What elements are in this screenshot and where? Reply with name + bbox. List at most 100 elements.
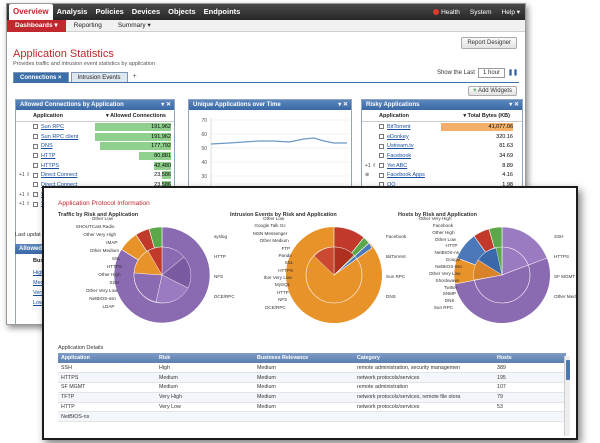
table-row[interactable]: Direct Connect 23,586	[16, 180, 174, 190]
row-checkbox[interactable]	[379, 143, 384, 149]
th-category[interactable]: Category	[354, 353, 494, 363]
table-row[interactable]: HTTPS 42,480	[16, 161, 174, 171]
row-action[interactable]: +1 ⇧	[19, 191, 31, 198]
report-designer-button[interactable]: Report Designer	[461, 37, 517, 49]
table-row[interactable]: SSH High Medium remote administration, secu…	[58, 363, 566, 374]
table-row[interactable]: +1 ⇧ Yet ABC 8.89	[362, 161, 522, 171]
table-row[interactable]: Ustream.tv 81.63	[362, 141, 522, 151]
table-row[interactable]: HTTPS Medium Medium network protocols/servi…	[58, 372, 566, 384]
table-row[interactable]: HTTP Very Low Medium network protocols/serv…	[58, 402, 566, 413]
pie-title-intrusion: Intrusion Events by Risk and Application	[230, 212, 337, 218]
time-range-select[interactable]: 1 hour	[477, 68, 505, 78]
row-checkbox[interactable]	[33, 201, 38, 207]
table-row[interactable]: NetBIOS-ns	[58, 411, 566, 423]
nav-help[interactable]: Help ▾	[501, 9, 520, 16]
table-row[interactable]: TFTP Very High Medium network protocols/ser…	[58, 392, 566, 403]
row-action[interactable]: ⊕	[365, 172, 370, 179]
app-link[interactable]: QQ	[387, 181, 396, 188]
widget-controls-icon[interactable]: ▾ ✕	[161, 102, 171, 108]
app-link[interactable]: Direct Connect	[41, 172, 78, 179]
app-link[interactable]: Ustream.tv	[387, 143, 414, 150]
subnav-reporting[interactable]: Reporting	[73, 21, 102, 29]
tab-intrusion-events[interactable]: Intrusion Events	[70, 72, 128, 83]
row-checkbox[interactable]	[33, 143, 38, 149]
app-link[interactable]: DNS	[41, 143, 53, 150]
col-application[interactable]: Application	[379, 113, 409, 119]
subnav-dashboards[interactable]: Dashboards ▾	[7, 19, 66, 32]
th-business-relevance[interactable]: Business Relevance	[254, 353, 354, 363]
pie-slice[interactable]	[473, 259, 503, 281]
nav-objects[interactable]: Objects	[168, 7, 196, 16]
app-link[interactable]: eDonkey	[387, 133, 409, 140]
list-item[interactable]: Very L	[33, 290, 49, 296]
app-link[interactable]: Sun RPC	[41, 123, 64, 130]
table-row[interactable]: Sun RPC client 191,962	[16, 132, 174, 142]
add-widgets-button[interactable]: + Add Widgets	[468, 86, 517, 96]
col-allowed-connections[interactable]: ▾ Allowed Connections	[105, 113, 166, 119]
row-checkbox[interactable]	[33, 172, 38, 178]
table-row[interactable]: Facebook 34.69	[362, 151, 522, 161]
row-checkbox[interactable]	[379, 124, 384, 130]
widget-controls-icon[interactable]: ▾ ✕	[509, 102, 519, 108]
col-application[interactable]: Application	[33, 113, 63, 119]
table-row[interactable]: HTTP 80,881	[16, 151, 174, 161]
table-row[interactable]: +1 ⇧ Direct Connect 23,586	[16, 170, 174, 180]
app-link[interactable]: HTTP	[41, 152, 56, 159]
scrollbar-thumb[interactable]	[566, 360, 570, 380]
pie-slice[interactable]	[333, 242, 373, 276]
app-link[interactable]: Direct Connect	[41, 181, 78, 188]
row-checkbox[interactable]	[33, 192, 38, 198]
row-action[interactable]: +1 ⇧	[19, 172, 31, 179]
nav-system[interactable]: System	[469, 8, 492, 16]
app-link[interactable]: Facebook	[387, 152, 412, 159]
row-checkbox[interactable]	[379, 172, 384, 178]
row-value-text: 81.63	[499, 143, 513, 150]
nav-health[interactable]: Health	[428, 8, 465, 16]
app-link[interactable]: Sun RPC client	[41, 133, 79, 140]
row-checkbox[interactable]	[33, 153, 38, 159]
pause-icon[interactable]: ❚❚	[507, 70, 518, 76]
row-checkbox[interactable]	[33, 163, 38, 169]
row-action[interactable]: +1 ⇧	[365, 162, 377, 169]
list-item[interactable]: High	[33, 270, 45, 276]
col-total-bytes[interactable]: ▾ Total Bytes (KB)	[463, 113, 510, 119]
row-action[interactable]: +1 ⇧	[19, 201, 31, 208]
pie-slice[interactable]	[501, 226, 548, 276]
nav-endpoints[interactable]: Endpoints	[203, 7, 241, 16]
widget-controls-icon[interactable]: ▾ ✕	[338, 102, 348, 108]
nav-analysis[interactable]: Analysis	[56, 7, 88, 16]
tab-connections[interactable]: Connections ×	[13, 72, 69, 83]
list-item[interactable]: Low	[33, 300, 44, 306]
details-scrollbar[interactable]	[564, 356, 570, 436]
row-checkbox[interactable]	[33, 124, 38, 130]
app-link[interactable]: Yet ABC	[387, 162, 408, 169]
row-checkbox[interactable]	[33, 134, 38, 140]
pie-slice[interactable]	[133, 272, 163, 303]
pie-slice[interactable]	[147, 246, 163, 276]
th-application[interactable]: Application	[58, 353, 156, 363]
table-row[interactable]: ⊕ Facebook Apps 4.16	[362, 170, 522, 180]
table-row[interactable]: SF MGMT Medium Medium remote administration…	[58, 382, 566, 393]
app-link[interactable]: Facebook Apps	[387, 172, 425, 179]
table-row[interactable]: eDonkey 320.16	[362, 132, 522, 142]
row-checkbox[interactable]	[379, 163, 384, 169]
table-row[interactable]: BitTorrent 41,077.06	[362, 122, 522, 132]
row-checkbox[interactable]	[379, 153, 384, 159]
nav-policies[interactable]: Policies	[95, 7, 124, 16]
pie-slice[interactable]	[313, 246, 335, 276]
table-row[interactable]: Sun RPC 191,962	[16, 122, 174, 132]
row-checkbox[interactable]	[379, 134, 384, 140]
add-tab-icon[interactable]: +	[132, 73, 137, 80]
row-checkbox[interactable]	[33, 182, 38, 188]
pie-slice[interactable]	[155, 274, 189, 304]
table-row[interactable]: DNS 177,792	[16, 141, 174, 151]
row-value: 80,881	[95, 151, 171, 160]
nav-overview[interactable]: Overview	[9, 4, 53, 20]
close-icon[interactable]: ×	[58, 75, 62, 81]
app-link[interactable]: BitTorrent	[387, 123, 411, 130]
th-risk[interactable]: Risk	[156, 353, 254, 363]
subnav-summary[interactable]: Summary ▾	[117, 21, 151, 29]
th-hosts[interactable]: Hosts	[494, 353, 566, 363]
app-link[interactable]: HTTPS	[41, 162, 60, 169]
nav-devices[interactable]: Devices	[131, 7, 161, 16]
